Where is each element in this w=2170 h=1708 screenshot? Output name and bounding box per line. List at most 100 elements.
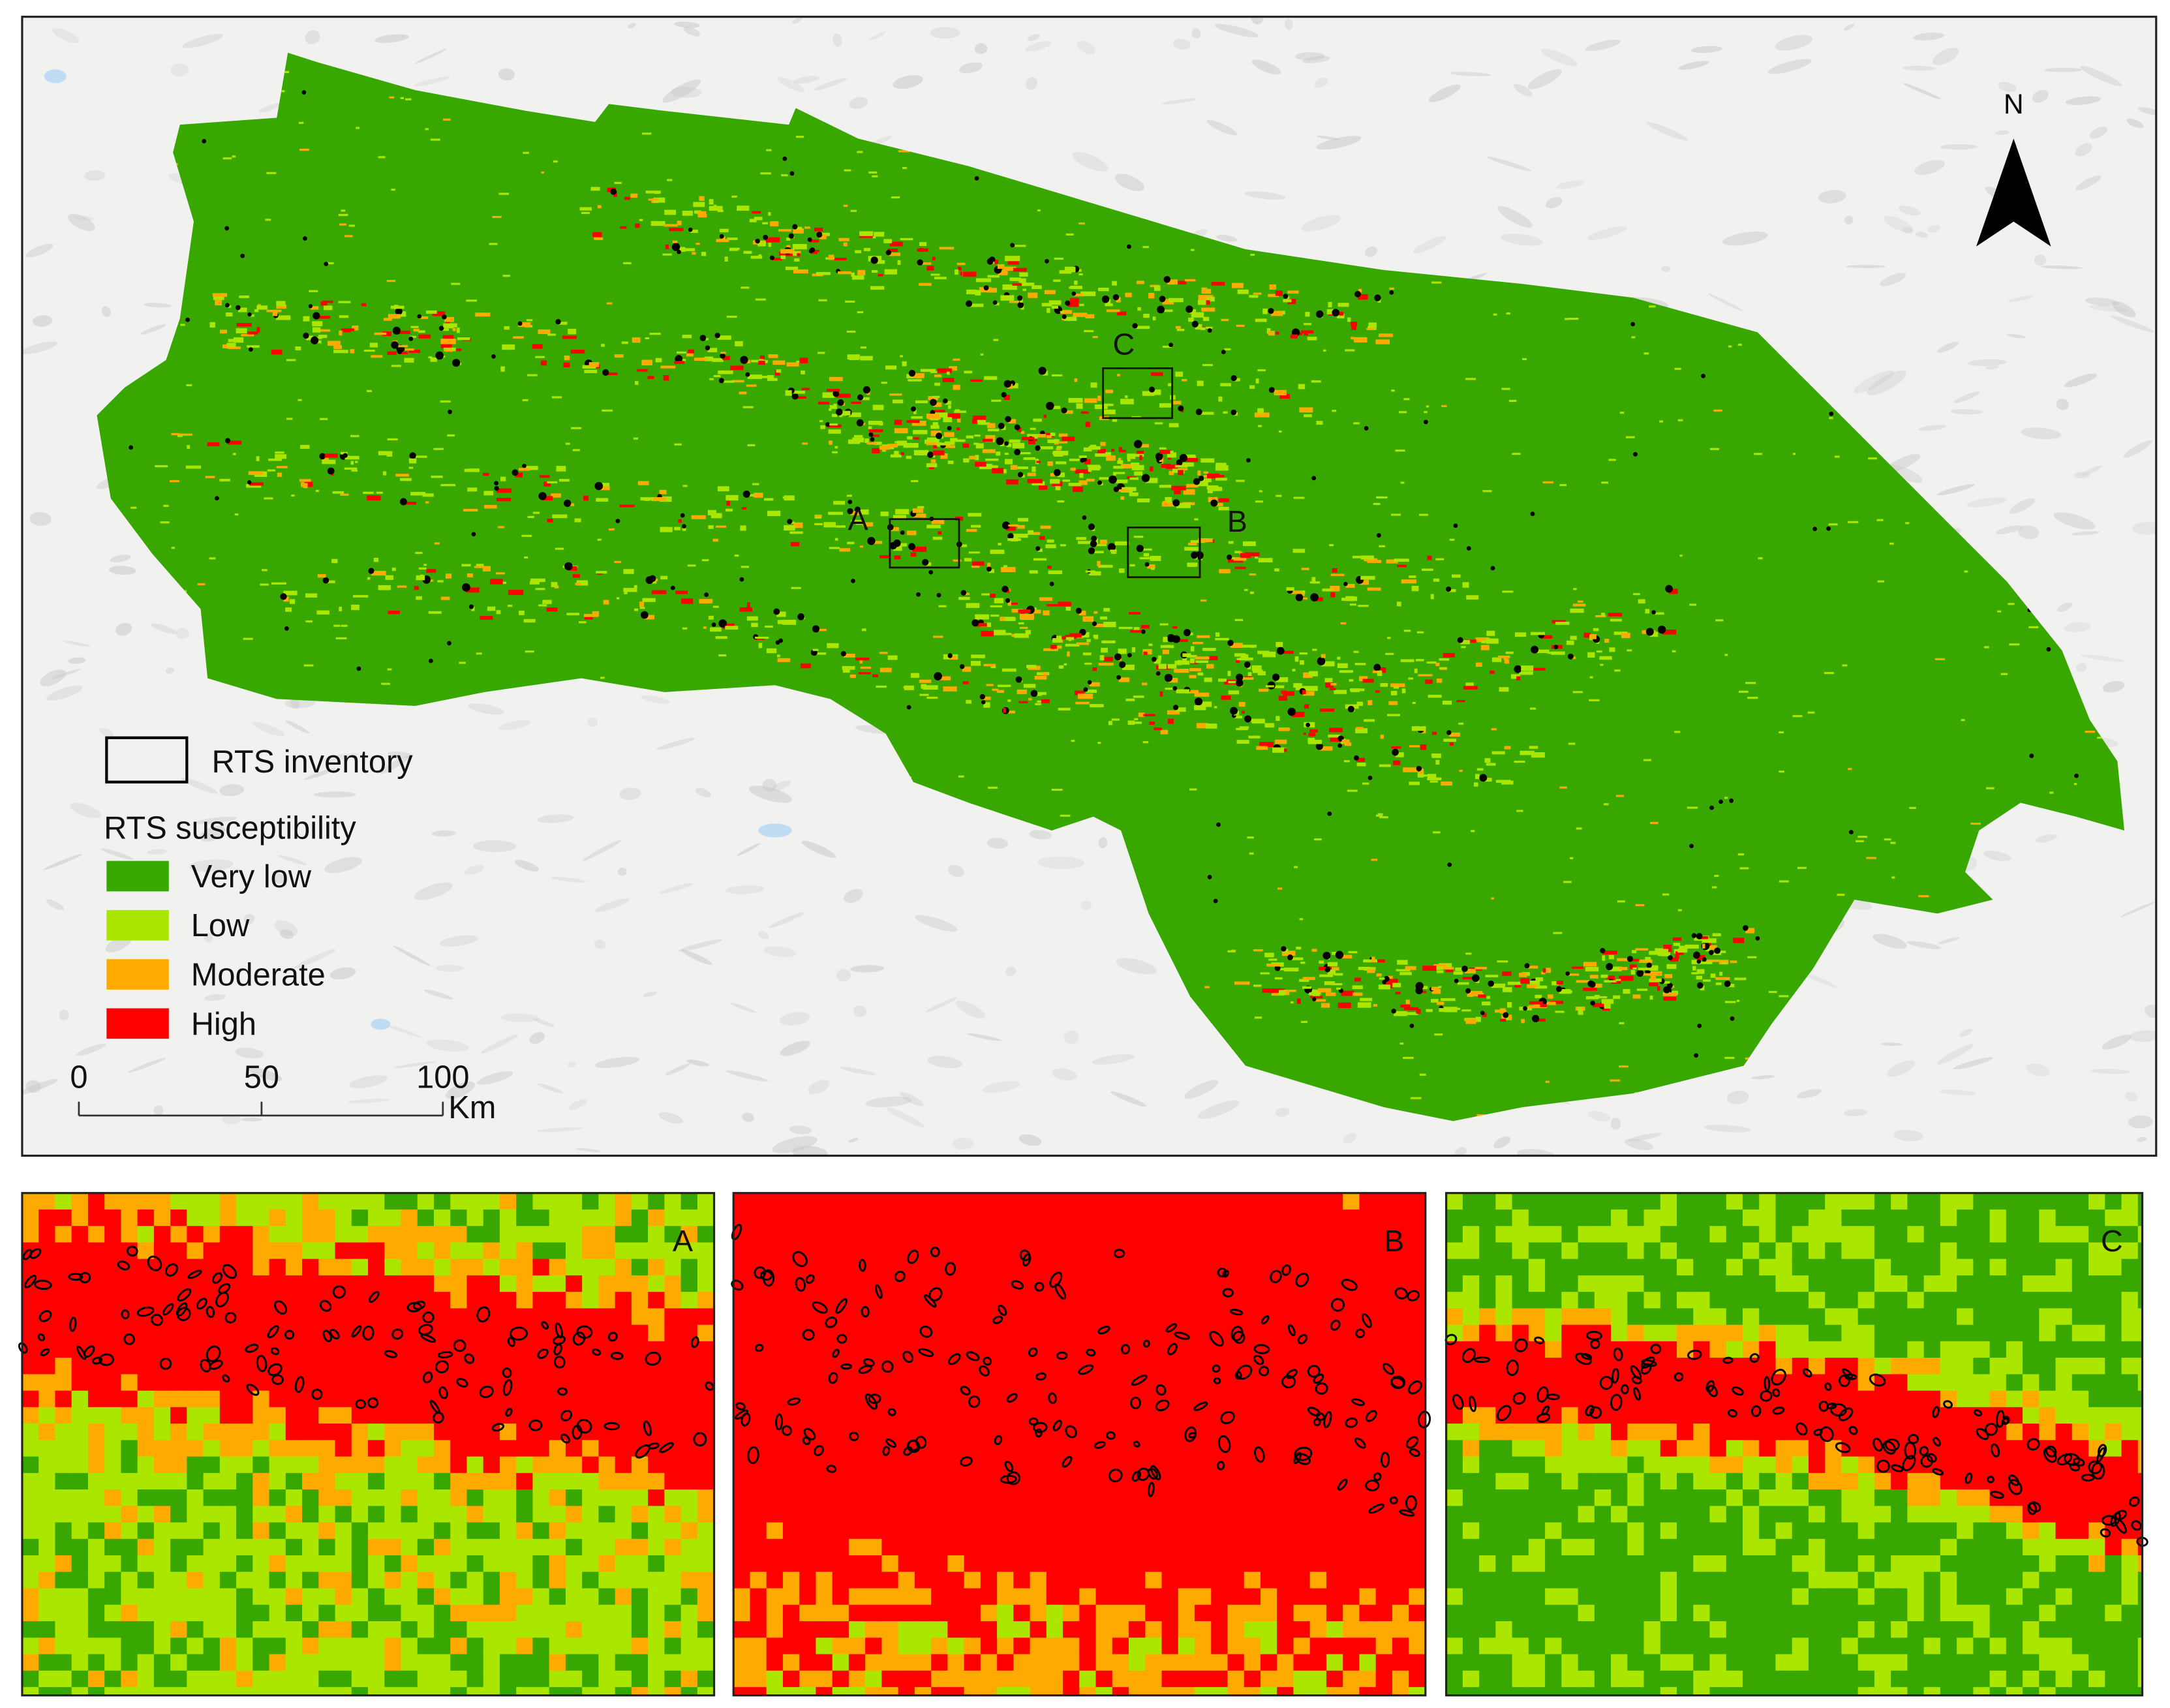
- susceptibility-patch: [1431, 731, 1437, 735]
- grid-cell: [38, 1209, 56, 1227]
- susceptibility-patch: [1442, 700, 1452, 705]
- susceptibility-patch: [1663, 996, 1677, 1001]
- susceptibility-patch: [1528, 1005, 1537, 1009]
- grid-cell: [203, 1341, 221, 1358]
- rts-point: [1606, 963, 1613, 971]
- susceptibility-patch: [1190, 658, 1195, 663]
- susceptibility-patch: [1657, 986, 1660, 991]
- susceptibility-patch: [1306, 686, 1318, 692]
- susceptibility-patch: [708, 525, 714, 529]
- grid-cell: [104, 1374, 122, 1392]
- susceptibility-patch: [399, 351, 408, 354]
- rts-point: [1327, 811, 1332, 816]
- grid-cell: [252, 1226, 270, 1243]
- susceptibility-patch: [1143, 553, 1150, 557]
- grid-cell: [170, 1341, 187, 1358]
- susceptibility-patch: [1009, 277, 1022, 281]
- susceptibility-patch: [1576, 980, 1590, 983]
- grid-cell: [483, 1621, 500, 1638]
- grid-cell: [368, 1440, 385, 1457]
- susceptibility-patch: [1594, 994, 1600, 998]
- susceptibility-patch: [1566, 640, 1574, 645]
- susceptibility-patch: [1007, 538, 1021, 541]
- grid-cell: [351, 1258, 369, 1276]
- susceptibility-patch: [934, 277, 947, 280]
- hill: [1936, 1044, 1974, 1065]
- susceptibility-patch: [966, 603, 980, 608]
- susceptibility-patch: [1983, 646, 1989, 648]
- grid-cell: [483, 1341, 500, 1358]
- grid-cell: [483, 1407, 500, 1424]
- susceptibility-patch: [155, 465, 168, 468]
- grid-cell: [38, 1226, 56, 1243]
- susceptibility-patch: [262, 569, 267, 572]
- susceptibility-patch: [1578, 1007, 1582, 1011]
- rts-point: [1555, 986, 1562, 992]
- grid-cell: [483, 1456, 500, 1474]
- grid-cell: [187, 1621, 204, 1638]
- susceptibility-patch: [1158, 663, 1167, 669]
- hill: [814, 78, 848, 91]
- susceptibility-patch: [1520, 978, 1530, 984]
- rts-point: [688, 227, 693, 232]
- grid-cell: [87, 1424, 105, 1441]
- grid-cell: [401, 1621, 418, 1638]
- rts-point: [1002, 521, 1010, 530]
- grid-cell: [417, 1226, 435, 1243]
- grid-cell: [483, 1324, 500, 1342]
- susceptibility-patch: [677, 351, 686, 354]
- rts-point: [1335, 951, 1344, 959]
- rts-point: [1004, 441, 1009, 446]
- grid-cell: [187, 1654, 204, 1671]
- rts-point: [1461, 966, 1468, 972]
- susceptibility-patch: [1032, 466, 1036, 472]
- rts-point: [857, 394, 864, 401]
- susceptibility-patch: [1604, 1003, 1611, 1009]
- grid-cell: [285, 1275, 303, 1292]
- grid-cell: [335, 1440, 352, 1457]
- susceptibility-patch: [1092, 667, 1097, 671]
- grid-cell: [252, 1654, 270, 1671]
- hill: [568, 1099, 588, 1110]
- grid-cell: [466, 1506, 484, 1523]
- grid-cell: [104, 1538, 122, 1556]
- hill: [1867, 371, 1906, 395]
- grid-cell: [104, 1390, 122, 1408]
- rts-point: [908, 369, 916, 377]
- susceptibility-patch: [913, 430, 928, 435]
- rts-point: [1446, 586, 1452, 592]
- grid-cell: [302, 1193, 319, 1210]
- hill: [1610, 1117, 1621, 1130]
- susceptibility-patch: [1236, 727, 1248, 731]
- susceptibility-patch: [1473, 782, 1478, 787]
- susceptibility-patch: [1147, 564, 1155, 569]
- susceptibility-patch: [1674, 367, 1681, 370]
- hill: [1628, 1133, 1662, 1142]
- susceptibility-patch: [572, 574, 580, 578]
- grid-cell: [87, 1604, 105, 1622]
- grid-cell: [532, 1308, 550, 1326]
- susceptibility-patch: [430, 138, 440, 141]
- susceptibility-patch: [1093, 538, 1098, 543]
- grid-cell: [532, 1209, 550, 1227]
- susceptibility-patch: [1779, 731, 1784, 734]
- susceptibility-patch: [943, 686, 957, 692]
- susceptibility-patch: [1559, 483, 1567, 487]
- hill: [865, 1096, 913, 1108]
- susceptibility-patch: [613, 191, 617, 197]
- grid-cell: [532, 1621, 550, 1638]
- grid-cell: [285, 1440, 303, 1457]
- susceptibility-patch: [998, 269, 1008, 275]
- susceptibility-patch: [1548, 994, 1553, 999]
- rts-point: [787, 519, 793, 525]
- susceptibility-patch: [567, 503, 575, 506]
- hill: [1314, 77, 1328, 88]
- grid-cell: [71, 1654, 89, 1671]
- grid-cell: [55, 1407, 72, 1424]
- susceptibility-patch: [932, 395, 940, 398]
- susceptibility-patch: [1017, 466, 1028, 470]
- susceptibility-patch: [871, 541, 883, 544]
- scale-unit: Km: [448, 1090, 496, 1125]
- grid-cell: [104, 1407, 122, 1424]
- susceptibility-patch: [872, 404, 884, 410]
